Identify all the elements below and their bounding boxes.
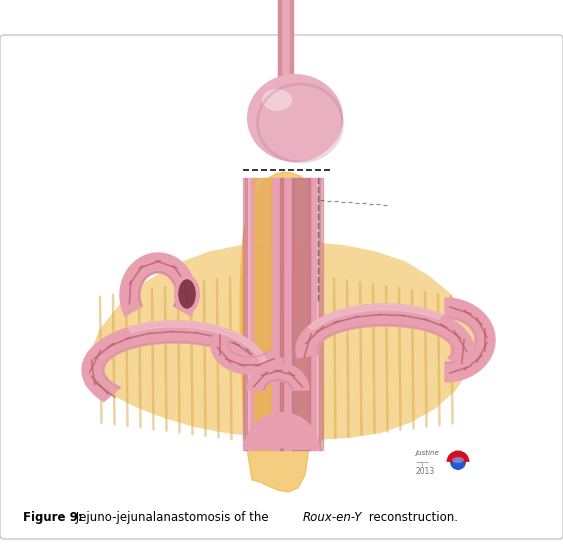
Polygon shape: [211, 331, 284, 374]
Polygon shape: [292, 178, 310, 450]
Polygon shape: [120, 253, 196, 316]
Text: Justine: Justine: [415, 450, 439, 456]
Ellipse shape: [262, 89, 292, 111]
Text: Roux-en-Y: Roux-en-Y: [302, 511, 361, 524]
Wedge shape: [244, 412, 320, 450]
Polygon shape: [254, 178, 271, 450]
Polygon shape: [128, 321, 267, 362]
Ellipse shape: [450, 454, 466, 470]
Polygon shape: [308, 304, 442, 330]
FancyBboxPatch shape: [0, 35, 563, 539]
Polygon shape: [278, 0, 293, 125]
Text: reconstruction.: reconstruction.: [365, 511, 458, 524]
Polygon shape: [280, 178, 283, 450]
Polygon shape: [240, 172, 316, 492]
Text: Figure 9:: Figure 9:: [23, 511, 82, 524]
Polygon shape: [317, 178, 320, 450]
Polygon shape: [445, 298, 495, 382]
Polygon shape: [246, 178, 249, 450]
Polygon shape: [282, 178, 294, 450]
Polygon shape: [85, 242, 475, 439]
Ellipse shape: [178, 279, 196, 309]
Polygon shape: [317, 325, 453, 358]
Polygon shape: [105, 378, 120, 388]
Polygon shape: [139, 272, 177, 306]
Polygon shape: [296, 304, 474, 366]
Polygon shape: [82, 321, 268, 387]
Polygon shape: [264, 380, 292, 390]
Polygon shape: [85, 377, 120, 401]
Polygon shape: [245, 178, 255, 450]
Polygon shape: [270, 178, 280, 450]
Polygon shape: [290, 0, 293, 125]
Polygon shape: [445, 317, 476, 363]
Polygon shape: [278, 0, 281, 125]
Polygon shape: [228, 339, 269, 357]
Ellipse shape: [247, 74, 343, 162]
Ellipse shape: [452, 457, 464, 463]
Polygon shape: [308, 178, 320, 450]
Text: ─┬─: ─┬─: [416, 461, 429, 467]
Polygon shape: [103, 342, 247, 380]
Polygon shape: [319, 178, 323, 450]
Text: Jejuno-jejunalanastomosis of the: Jejuno-jejunalanastomosis of the: [72, 511, 272, 524]
Text: 2013: 2013: [415, 467, 434, 476]
Polygon shape: [247, 363, 309, 390]
Polygon shape: [243, 178, 247, 450]
